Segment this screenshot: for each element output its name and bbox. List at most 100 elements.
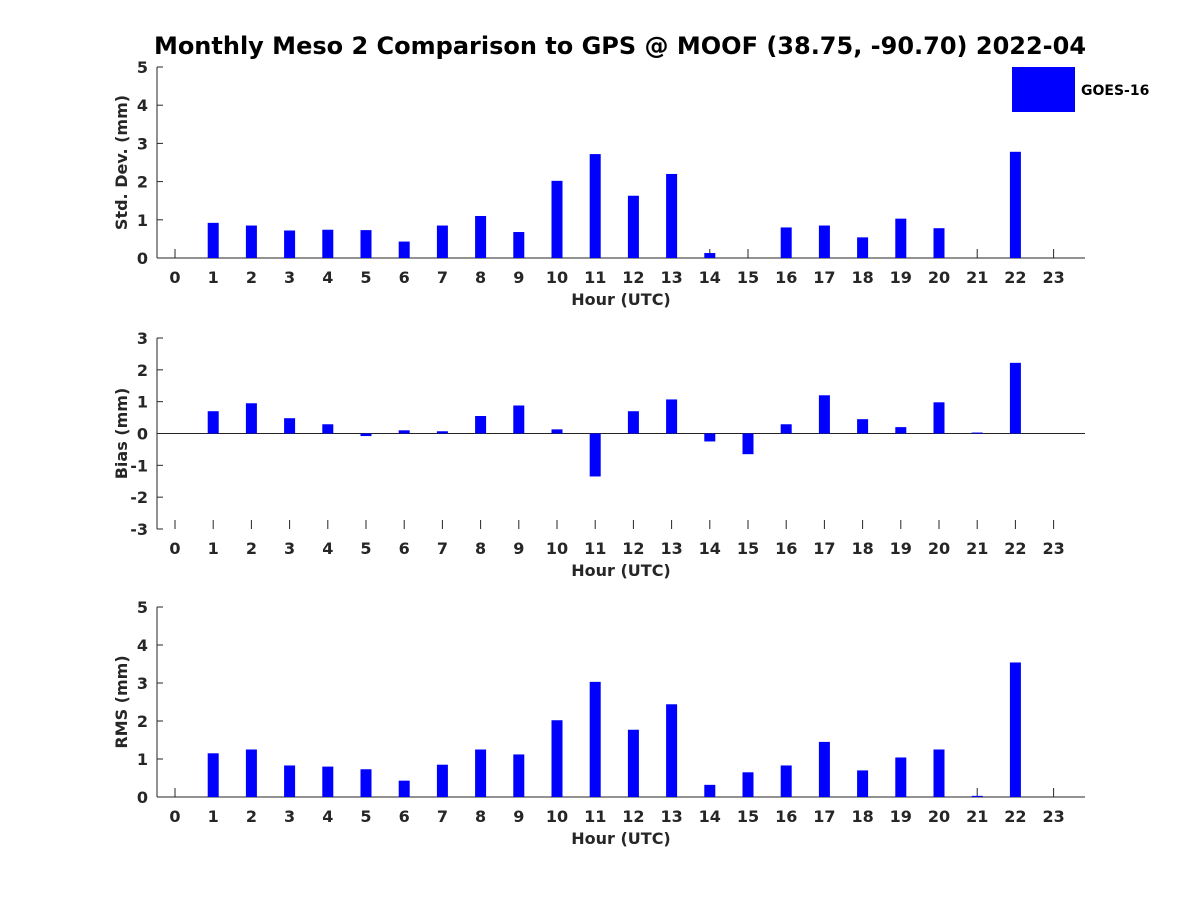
rms-x-tick-label: 19 bbox=[890, 807, 912, 826]
rms-bar bbox=[780, 765, 792, 797]
rms-bar bbox=[475, 749, 487, 797]
std-dev-y-tick-label: 1 bbox=[137, 211, 148, 230]
std-dev-x-tick-label: 6 bbox=[399, 268, 410, 287]
rms-y-tick-label: 2 bbox=[137, 712, 148, 731]
bias-x-tick-label: 15 bbox=[737, 539, 759, 558]
std-dev-x-tick-label: 17 bbox=[813, 268, 835, 287]
rms-x-tick-label: 1 bbox=[208, 807, 219, 826]
rms-x-tick-label: 21 bbox=[966, 807, 988, 826]
bias-bar bbox=[284, 418, 296, 434]
std-dev-x-tick-label: 18 bbox=[851, 268, 873, 287]
std-dev-bar bbox=[513, 232, 525, 258]
rms-x-tick-label: 7 bbox=[437, 807, 448, 826]
bias-y-axis-label: Bias (mm) bbox=[112, 388, 131, 480]
rms-bar bbox=[933, 749, 945, 797]
std-dev-bar bbox=[551, 180, 563, 258]
bias-x-tick-label: 13 bbox=[660, 539, 682, 558]
rms-x-tick-label: 12 bbox=[622, 807, 644, 826]
bias-bar bbox=[207, 411, 219, 434]
bias-bar bbox=[742, 433, 754, 455]
bias-bar bbox=[933, 402, 945, 434]
rms-x-tick-label: 22 bbox=[1004, 807, 1026, 826]
rms-bar bbox=[857, 770, 869, 797]
std-dev-x-tick-label: 11 bbox=[584, 268, 606, 287]
bias-x-tick-label: 14 bbox=[699, 539, 721, 558]
bias-y-tick-label: -2 bbox=[130, 488, 148, 507]
rms-bar bbox=[551, 720, 563, 797]
bias-x-tick-label: 23 bbox=[1042, 539, 1064, 558]
rms-x-tick-label: 11 bbox=[584, 807, 606, 826]
std-dev-bar bbox=[475, 215, 487, 258]
bias-bar bbox=[322, 424, 334, 434]
std-dev-x-tick-label: 9 bbox=[513, 268, 524, 287]
legend-label: GOES-16 bbox=[1081, 83, 1149, 99]
std-dev-bar bbox=[818, 225, 830, 258]
bias-bar bbox=[436, 431, 448, 434]
rms-bar bbox=[704, 784, 716, 797]
std-dev-bar bbox=[284, 230, 296, 258]
std-dev-x-tick-label: 14 bbox=[699, 268, 721, 287]
std-dev-x-tick-label: 15 bbox=[737, 268, 759, 287]
std-dev-bar bbox=[780, 227, 792, 258]
rms-y-tick-label: 1 bbox=[137, 750, 148, 769]
std-dev-y-tick-label: 5 bbox=[137, 58, 148, 77]
bias-y-tick-label: 3 bbox=[137, 329, 148, 348]
bias-bar bbox=[475, 415, 487, 434]
std-dev-x-tick-label: 10 bbox=[546, 268, 568, 287]
std-dev-x-tick-label: 4 bbox=[322, 268, 333, 287]
rms-bar bbox=[398, 780, 410, 797]
std-dev-bar bbox=[627, 195, 639, 258]
std-dev-bar bbox=[895, 218, 907, 258]
bias-y-tick-label: -1 bbox=[130, 456, 148, 475]
bias-x-tick-label: 22 bbox=[1004, 539, 1026, 558]
bias-bar bbox=[857, 419, 869, 434]
bias-bar bbox=[704, 433, 716, 442]
rms-x-tick-label: 4 bbox=[322, 807, 333, 826]
rms-x-axis-label: Hour (UTC) bbox=[571, 829, 671, 848]
rms-bar bbox=[742, 772, 754, 797]
rms-x-tick-label: 15 bbox=[737, 807, 759, 826]
std-dev-bar bbox=[398, 241, 410, 258]
std-dev-x-tick-label: 23 bbox=[1042, 268, 1064, 287]
std-dev-x-tick-label: 1 bbox=[208, 268, 219, 287]
std-dev-x-tick-label: 22 bbox=[1004, 268, 1026, 287]
legend: GOES-16 bbox=[1012, 67, 1149, 112]
std-dev-x-axis-label: Hour (UTC) bbox=[571, 290, 671, 309]
bias-x-tick-label: 19 bbox=[890, 539, 912, 558]
bias-x-tick-label: 7 bbox=[437, 539, 448, 558]
rms-x-tick-label: 0 bbox=[169, 807, 180, 826]
bias-x-tick-label: 2 bbox=[246, 539, 257, 558]
rms-x-tick-label: 3 bbox=[284, 807, 295, 826]
bias-x-tick-label: 3 bbox=[284, 539, 295, 558]
figure-title: Monthly Meso 2 Comparison to GPS @ MOOF … bbox=[154, 32, 1086, 60]
bias-x-tick-label: 20 bbox=[928, 539, 950, 558]
rms-bar bbox=[513, 754, 525, 797]
rms-x-tick-label: 14 bbox=[699, 807, 721, 826]
rms-bar bbox=[627, 729, 639, 797]
bias-x-axis-label: Hour (UTC) bbox=[571, 561, 671, 580]
bias-bar bbox=[360, 433, 372, 437]
rms-x-tick-label: 20 bbox=[928, 807, 950, 826]
rms-x-tick-label: 6 bbox=[399, 807, 410, 826]
rms-x-tick-label: 8 bbox=[475, 807, 486, 826]
bias-x-tick-label: 0 bbox=[169, 539, 180, 558]
rms-x-tick-label: 2 bbox=[246, 807, 257, 826]
bias-y-tick-label: 2 bbox=[137, 361, 148, 380]
rms-y-tick-label: 5 bbox=[137, 598, 148, 617]
bias-bar bbox=[818, 395, 830, 434]
std-dev-y-tick-label: 4 bbox=[137, 96, 148, 115]
std-dev-x-tick-label: 5 bbox=[360, 268, 371, 287]
rms-x-tick-label: 9 bbox=[513, 807, 524, 826]
rms-bar bbox=[322, 766, 334, 797]
rms-y-tick-label: 0 bbox=[137, 788, 148, 807]
bias-bar bbox=[551, 429, 563, 434]
bias-x-tick-label: 11 bbox=[584, 539, 606, 558]
rms-bar bbox=[666, 704, 678, 797]
bias-y-tick-label: 1 bbox=[137, 393, 148, 412]
rms-bar bbox=[818, 741, 830, 797]
std-dev-bar bbox=[857, 237, 869, 258]
std-dev-bar bbox=[589, 154, 601, 258]
